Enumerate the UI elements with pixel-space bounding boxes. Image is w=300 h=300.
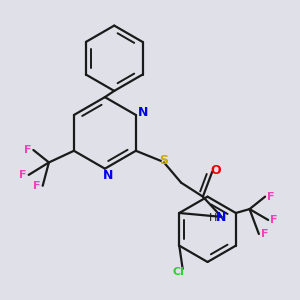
Text: F: F bbox=[24, 145, 32, 155]
Text: H: H bbox=[208, 213, 217, 224]
Text: F: F bbox=[267, 192, 274, 202]
Text: F: F bbox=[19, 170, 27, 180]
Text: N: N bbox=[216, 211, 227, 224]
Text: N: N bbox=[103, 169, 113, 182]
Text: N: N bbox=[137, 106, 148, 119]
Text: S: S bbox=[159, 154, 168, 167]
Text: Cl: Cl bbox=[172, 267, 184, 277]
Text: F: F bbox=[261, 229, 268, 239]
Text: F: F bbox=[270, 215, 278, 225]
Text: O: O bbox=[211, 164, 221, 177]
Text: F: F bbox=[33, 181, 41, 191]
